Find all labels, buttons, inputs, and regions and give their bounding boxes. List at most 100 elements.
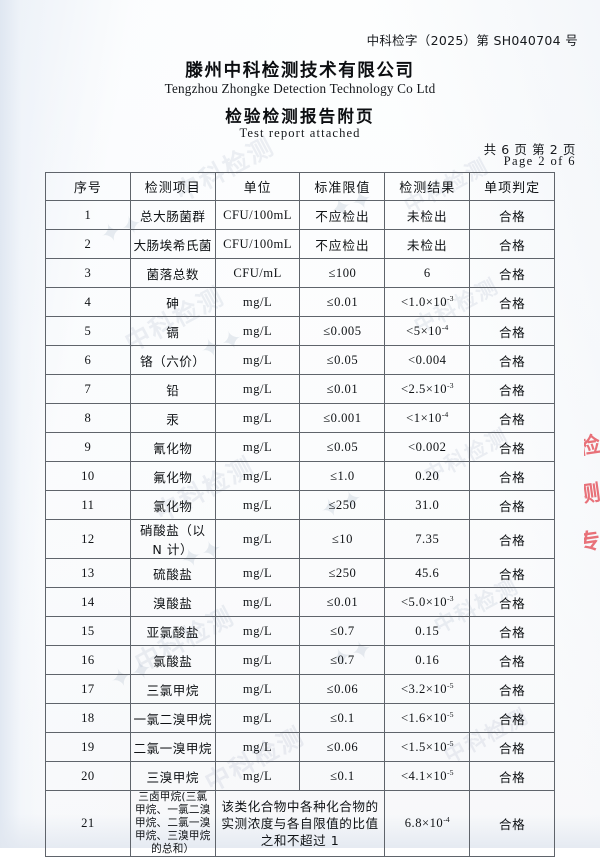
cell-limit-13: ≤250 <box>299 558 386 588</box>
cell-no-7: 7 <box>45 374 131 404</box>
cell-no-16: 16 <box>45 645 131 675</box>
cell-result-7: <2.5×10-3 <box>384 374 471 404</box>
cell-verdict-9: 合格 <box>469 432 555 462</box>
table-row: 6 铬（六价） mg/L ≤0.05 <0.004 合格 <box>45 345 555 375</box>
col-header-result: 检测结果 <box>384 172 471 201</box>
table-row: 7 铅 mg/L ≤0.01 <2.5×10-3 合格 <box>45 374 555 404</box>
cell-unit-3: CFU/mL <box>214 258 301 288</box>
col-header-unit: 单位 <box>214 172 301 201</box>
cell-limit-6: ≤0.05 <box>299 345 386 375</box>
exponent: -3 <box>447 380 454 390</box>
cell-verdict-10: 合格 <box>469 461 555 491</box>
cell-verdict-16: 合格 <box>469 645 555 675</box>
cell-result-6: <0.004 <box>384 345 471 375</box>
exponent: -5 <box>447 738 454 748</box>
col-header-item: 检测项目 <box>129 172 216 201</box>
table-row: 8 汞 mg/L ≤0.001 <1×10-4 合格 <box>45 403 555 433</box>
cell-limit-5: ≤0.005 <box>299 316 386 346</box>
exponent: -4 <box>441 322 449 332</box>
exponent: -4 <box>441 409 449 419</box>
table-row: 13 硫酸盐 mg/L ≤250 45.6 合格 <box>45 558 555 588</box>
cell-item-21: 三卤甲烷(三氯甲烷、一氯二溴甲烷、二氯一溴甲烷、三溴甲烷的总和） <box>129 790 216 857</box>
cell-unit-19: mg/L <box>214 732 301 762</box>
cell-no-15: 15 <box>45 616 131 646</box>
cell-result-2: 未检出 <box>384 229 471 259</box>
cell-unit-13: mg/L <box>214 558 301 588</box>
cell-result-18: <1.6×10-5 <box>384 703 471 733</box>
cell-verdict-2: 合格 <box>469 229 555 259</box>
cell-result-9: <0.002 <box>384 432 471 462</box>
exponent: -5 <box>447 709 454 719</box>
exponent: -5 <box>447 680 454 690</box>
cell-unit-20: mg/L <box>214 761 301 791</box>
cell-unit-1: CFU/100mL <box>214 200 301 230</box>
cell-limit-10: ≤1.0 <box>299 461 386 491</box>
table-row: 17 三氯甲烷 mg/L ≤0.06 <3.2×10-5 合格 <box>45 674 555 704</box>
cell-no-20: 20 <box>45 761 131 791</box>
cell-result-4: <1.0×10-3 <box>384 287 471 317</box>
cell-item-1: 总大肠菌群 <box>129 200 216 230</box>
table-row: 19 二氯一溴甲烷 mg/L ≤0.06 <1.5×10-5 合格 <box>45 732 555 762</box>
cell-unit-10: mg/L <box>214 461 301 491</box>
cell-no-17: 17 <box>45 674 131 704</box>
page-title-en: Test report attached <box>239 126 361 140</box>
cell-limit-8: ≤0.001 <box>299 403 386 433</box>
cell-item-19: 二氯一溴甲烷 <box>129 732 216 762</box>
company-name-cn: 滕州中科检测技术有限公司 <box>185 61 415 81</box>
table-body: 1 总大肠菌群 CFU/100mL 不应检出 未检出 合格 2 大肠埃希氏菌 CFU/100mL… <box>45 200 555 857</box>
cell-item-4: 砷 <box>129 287 216 317</box>
cell-item-14: 溴酸盐 <box>129 587 216 617</box>
cell-merged-limit-21: 该类化合物中各种化合物的实测浓度与各自限值的比值之和不超过 1 <box>214 790 386 857</box>
cell-limit-3: ≤100 <box>299 258 386 288</box>
cell-no-2: 2 <box>45 229 131 259</box>
table-row: 3 菌落总数 CFU/mL ≤100 6 合格 <box>45 258 555 288</box>
cell-verdict-4: 合格 <box>469 287 555 317</box>
cell-limit-11: ≤250 <box>299 490 386 520</box>
cell-verdict-1: 合格 <box>469 200 555 230</box>
test-results-table: 序号 检测项目 单位 标准限值 检测结果 单项判定 1 总大肠菌群 CFU/100m… <box>45 172 555 857</box>
cell-verdict-11: 合格 <box>469 490 555 520</box>
page-indicator-en: Page 2 of 6 <box>503 154 576 168</box>
table-row: 18 一氯二溴甲烷 mg/L ≤0.1 <1.6×10-5 合格 <box>45 703 555 733</box>
cell-no-4: 4 <box>45 287 131 317</box>
cell-verdict-15: 合格 <box>469 616 555 646</box>
cell-no-14: 14 <box>45 587 131 617</box>
col-header-no: 序号 <box>45 172 131 201</box>
cell-unit-17: mg/L <box>214 674 301 704</box>
cell-unit-18: mg/L <box>214 703 301 733</box>
table-row: 15 亚氯酸盐 mg/L ≤0.7 0.15 合格 <box>45 616 555 646</box>
cell-verdict-20: 合格 <box>469 761 555 791</box>
cell-verdict-12: 合格 <box>469 519 555 559</box>
table-row: 20 三溴甲烷 mg/L ≤0.1 <4.1×10-5 合格 <box>45 761 555 791</box>
cell-no-5: 5 <box>45 316 131 346</box>
cell-item-9: 氰化物 <box>129 432 216 462</box>
cell-item-11: 氯化物 <box>129 490 216 520</box>
cell-limit-9: ≤0.05 <box>299 432 386 462</box>
cell-limit-14: ≤0.01 <box>299 587 386 617</box>
cell-result-21: 6.8×10-4 <box>384 790 471 857</box>
cell-unit-11: mg/L <box>214 490 301 520</box>
table-row: 4 砷 mg/L ≤0.01 <1.0×10-3 合格 <box>45 287 555 317</box>
cell-item-3: 菌落总数 <box>129 258 216 288</box>
table-row: 5 镉 mg/L ≤0.005 <5×10-4 合格 <box>45 316 555 346</box>
table-row: 10 氟化物 mg/L ≤1.0 0.20 合格 <box>45 461 555 491</box>
cell-verdict-6: 合格 <box>469 345 555 375</box>
cell-verdict-17: 合格 <box>469 674 555 704</box>
table-header: 序号 检测项目 单位 标准限值 检测结果 单项判定 <box>45 172 555 201</box>
col-header-verdict: 单项判定 <box>469 172 555 201</box>
cell-result-14: <5.0×10-3 <box>384 587 471 617</box>
table-row: 1 总大肠菌群 CFU/100mL 不应检出 未检出 合格 <box>45 200 555 230</box>
cell-result-10: 0.20 <box>384 461 471 491</box>
red-stamp-partial: 检 测 专 <box>584 432 600 557</box>
exponent: -3 <box>447 293 454 303</box>
cell-verdict-18: 合格 <box>469 703 555 733</box>
cell-unit-8: mg/L <box>214 403 301 433</box>
cell-result-11: 31.0 <box>384 490 471 520</box>
exponent: -4 <box>443 815 450 825</box>
cell-item-2: 大肠埃希氏菌 <box>129 229 216 259</box>
cell-unit-2: CFU/100mL <box>214 229 301 259</box>
cell-unit-16: mg/L <box>214 645 301 675</box>
cell-unit-5: mg/L <box>214 316 301 346</box>
cell-result-8: <1×10-4 <box>384 403 471 433</box>
cell-limit-2: 不应检出 <box>299 229 386 259</box>
